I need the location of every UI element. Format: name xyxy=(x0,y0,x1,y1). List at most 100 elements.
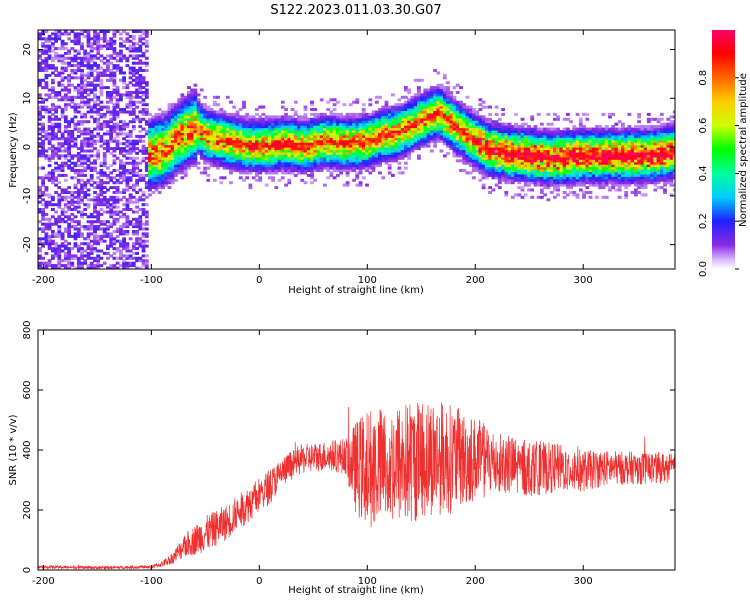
spectrogram-cell xyxy=(222,154,227,158)
spectrogram-cell xyxy=(44,225,49,229)
spectrogram-cell xyxy=(336,144,340,148)
spectrogram-cell xyxy=(203,166,207,170)
spectrogram-cell xyxy=(73,220,78,224)
spectrogram-cell xyxy=(517,142,522,146)
spectrogram-cell xyxy=(465,95,470,99)
spectrogram-cell xyxy=(177,112,182,116)
spectrogram-cell xyxy=(135,166,139,170)
spectrogram-cell xyxy=(89,88,94,92)
spectrogram-cell xyxy=(38,37,42,41)
spectrogram-cell xyxy=(287,117,292,121)
spectrogram-cell xyxy=(54,178,58,182)
spectrogram-cell xyxy=(352,154,356,158)
spectrogram-cell xyxy=(293,147,298,151)
spectrogram-cell xyxy=(442,134,447,138)
spectrogram-cell xyxy=(255,125,259,129)
spectrogram-cell xyxy=(523,142,528,146)
spectrogram-cell xyxy=(348,139,353,143)
spectrogram-cell xyxy=(300,171,305,175)
spectrogram-cell xyxy=(203,161,207,165)
spectrogram-cell xyxy=(523,122,528,126)
spectrogram-cell xyxy=(300,134,305,138)
spectrogram-cell xyxy=(297,130,301,133)
spectrogram-cell xyxy=(93,30,97,33)
spectrogram-cell xyxy=(161,139,165,143)
spectrogram-cell xyxy=(99,198,104,202)
spectrogram-cell xyxy=(76,39,81,43)
spectrogram-cell xyxy=(115,69,120,72)
spectrogram-cell xyxy=(38,242,42,246)
spectrogram-cell xyxy=(86,178,91,182)
spectrogram-cell xyxy=(83,156,88,160)
spectrogram-cell xyxy=(245,166,250,170)
spectrogram-cell xyxy=(193,103,198,107)
spectrogram-cell xyxy=(426,117,431,121)
spectrogram-cell xyxy=(38,176,42,180)
spectrogram-cell xyxy=(417,110,421,114)
spectrogram-cell xyxy=(70,191,75,194)
spectrogram-cell xyxy=(420,105,424,109)
spectrogram-cell xyxy=(193,83,198,87)
spectrogram-cell xyxy=(504,154,509,158)
spectrogram-cell xyxy=(99,171,104,175)
spectrogram-cell xyxy=(274,117,279,121)
spectrogram-cell xyxy=(76,32,81,36)
spectrogram-cell xyxy=(222,159,227,163)
spectrogram-cell xyxy=(109,208,114,211)
spectrogram-cell xyxy=(112,137,117,141)
spectrogram-cell xyxy=(115,125,120,129)
spectrogram-cell xyxy=(452,122,457,126)
spectrogram-cell xyxy=(229,149,233,153)
spectrogram-cell xyxy=(167,130,172,133)
spectrogram-cell xyxy=(523,178,528,182)
spectrogram-cell xyxy=(125,64,130,68)
spectrogram-cell xyxy=(73,256,78,260)
spectrogram-cell xyxy=(183,149,188,153)
spectrogram-cell xyxy=(391,130,395,133)
spectrogram-cell xyxy=(41,49,45,53)
spectrogram-cell xyxy=(80,132,84,136)
spectrogram-cell xyxy=(345,127,350,131)
spectrogram-cell xyxy=(465,161,470,165)
spectrogram-cell xyxy=(122,264,126,268)
spectrogram-cell xyxy=(238,171,243,175)
spectrogram-cell xyxy=(138,217,143,221)
spectrogram-cell xyxy=(284,127,288,131)
spectrogram-cell xyxy=(144,186,149,190)
spectrogram-cell xyxy=(387,144,392,148)
spectrogram-cell xyxy=(67,134,71,138)
spectrogram-cell xyxy=(319,151,324,155)
spectrogram-cell xyxy=(115,188,120,192)
spectrogram-cell xyxy=(348,147,353,151)
spectrogram-cell xyxy=(345,173,350,177)
spectrogram-cell xyxy=(125,203,130,207)
spectrogram-cell xyxy=(475,166,480,170)
spectrogram-cell xyxy=(151,127,156,131)
spectrogram-cell xyxy=(429,100,434,104)
spectrogram-cell xyxy=(352,125,356,129)
spectrogram-cell xyxy=(439,134,444,138)
spectrogram-cell xyxy=(420,132,424,136)
spectrogram-cell xyxy=(141,149,146,153)
spectrogram-cell xyxy=(122,71,126,75)
spectrogram-cell xyxy=(407,156,411,160)
spectrogram-cell xyxy=(242,156,246,160)
spectrogram-cell xyxy=(89,105,94,109)
spectrogram-cell xyxy=(251,156,256,160)
spectrogram-cell xyxy=(452,86,457,90)
spectrogram-cell xyxy=(60,191,65,194)
spectrogram-cell xyxy=(303,117,308,121)
spectrogram-cell xyxy=(404,105,408,109)
spectrogram-cell xyxy=(323,159,327,163)
spectrogram-cell xyxy=(397,117,402,121)
spectrogram-cell xyxy=(187,132,191,136)
spectrogram-cell xyxy=(365,169,369,172)
spectrogram-cell xyxy=(465,144,470,148)
spectrogram-cell xyxy=(196,130,201,133)
spectrogram-cell xyxy=(60,169,65,172)
spectrogram-cell xyxy=(209,149,214,153)
spectrogram-cell xyxy=(112,81,117,85)
spectrogram-cell xyxy=(112,130,117,133)
spectrogram-cell xyxy=(481,137,486,141)
spectrogram-cell xyxy=(378,125,382,129)
